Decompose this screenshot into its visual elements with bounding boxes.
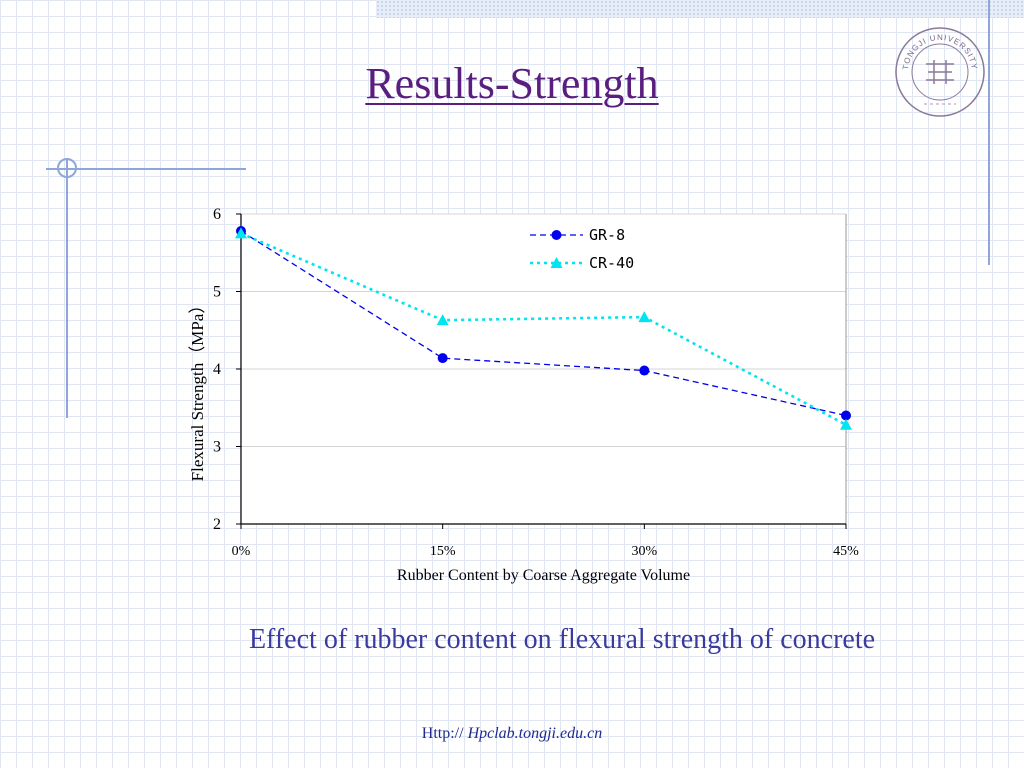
legend-label: CR-40: [589, 254, 634, 272]
left-decorative-circle: [57, 158, 77, 178]
data-point-cr-40: [638, 311, 651, 323]
data-point-cr-40: [840, 418, 852, 430]
data-point-gr-8: [437, 353, 448, 364]
footer-link[interactable]: Hpclab.tongji.edu.cn: [467, 725, 603, 742]
x-tick-label: 30%: [631, 544, 657, 559]
x-tick-label: 15%: [430, 544, 456, 559]
slide-title: Results-Strength: [365, 59, 659, 108]
x-tick-label: 0%: [232, 544, 251, 559]
x-axis-label: Rubber Content by Coarse Aggregate Volum…: [397, 567, 690, 584]
y-tick-label: 6: [213, 206, 221, 223]
right-decorative-line: [988, 0, 990, 265]
flexural-strength-chart: 2 3 4 5 6 0% 15% 30% 45% Rubber Content by Coarse…: [175, 192, 870, 592]
figure-caption: Effect of rubber content on flexural str…: [248, 624, 876, 655]
data-point-cr-40: [436, 314, 449, 326]
data-point-cr-40: [235, 227, 247, 239]
footer-prefix: Http://: [421, 725, 468, 742]
university-seal-icon: TONGJI UNIVERSITY: [895, 27, 985, 117]
x-tick-label: 45%: [833, 544, 859, 559]
legend-label: GR-8: [589, 226, 625, 244]
footer: Http:// Hpclab.tongji.edu.cn: [0, 725, 1024, 743]
chart-legend: GR-8 CR-40: [530, 226, 634, 272]
y-tick-label: 2: [213, 516, 221, 533]
data-point-gr-8: [639, 365, 650, 376]
data-point-gr-8: [841, 410, 851, 421]
series-line-gr-8: [240, 230, 847, 417]
top-decorative-band: [376, 0, 1024, 18]
y-tick-label: 5: [213, 284, 221, 301]
y-tick-label: 4: [213, 361, 221, 378]
left-decorative-line: [66, 158, 68, 418]
legend-marker: [550, 257, 563, 268]
left-decorative-hline: [46, 168, 246, 170]
chart-svg: 2 3 4 5 6 0% 15% 30% 45% Rubber Content by Coarse…: [188, 206, 859, 584]
y-tick-label: 3: [213, 439, 221, 456]
y-axis-label: Flexural Strength（MPa）: [188, 297, 207, 482]
legend-marker: [551, 230, 562, 240]
